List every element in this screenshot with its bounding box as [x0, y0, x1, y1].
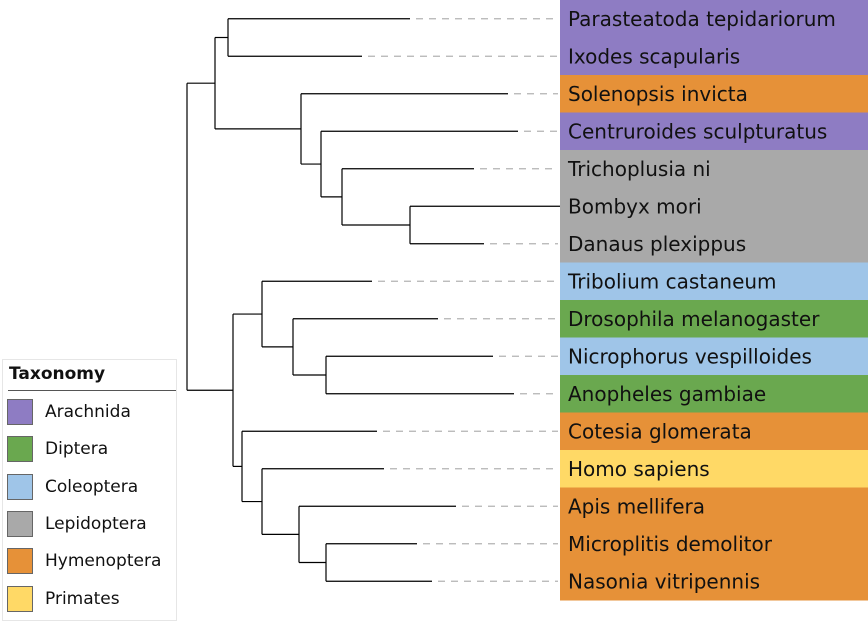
legend-divider [8, 390, 176, 391]
legend-item: Primates [7, 585, 175, 612]
legend-swatch [7, 399, 33, 425]
taxon-band [560, 225, 868, 263]
legend-title: Taxonomy [9, 364, 106, 384]
leader-lines [368, 18, 558, 582]
taxonomy-color-bands [560, 0, 868, 601]
taxon-band [560, 262, 868, 301]
tip-label: Microplitis demolitor [568, 532, 773, 556]
legend-item: Diptera [7, 436, 175, 463]
tip-label: Anopheles gambiae [568, 382, 766, 406]
legend-item: Lepidoptera [7, 510, 175, 537]
taxon-band [560, 112, 868, 151]
tip-label: Tribolium castaneum [567, 269, 777, 293]
legend-label: Lepidoptera [45, 513, 147, 534]
tree-branches [186, 18, 560, 582]
tip-label: Parasteatoda tepidariorum [568, 7, 836, 31]
tip-label: Homo sapiens [568, 457, 710, 481]
taxon-band [560, 562, 868, 601]
taxon-band [560, 375, 868, 413]
taxon-band [560, 525, 868, 563]
taxon-band [560, 412, 868, 451]
tip-label: Apis mellifera [568, 494, 705, 518]
taxon-band [560, 487, 868, 526]
tip-label: Nicrophorus vespilloides [568, 344, 812, 368]
taxon-band [560, 0, 868, 38]
taxon-band [560, 37, 868, 76]
legend-label: Coleoptera [45, 476, 139, 497]
taxon-band [560, 75, 868, 113]
legend-item: Hymenoptera [7, 548, 175, 575]
legend-label: Hymenoptera [45, 551, 162, 572]
tip-label: Trichoplusia ni [567, 157, 711, 181]
tip-label: Drosophila melanogaster [568, 307, 820, 331]
legend-swatch [7, 436, 33, 463]
tip-label: Solenopsis invicta [568, 82, 748, 106]
tip-label: Bombyx mori [568, 194, 702, 218]
tip-label: Centruroides sculpturatus [568, 119, 827, 143]
legend-item: Arachnida [7, 399, 175, 425]
legend-swatch [7, 548, 33, 575]
taxonomy-legend: Taxonomy Arachnida Diptera Coleoptera Lepid… [2, 359, 177, 621]
legend-swatch [7, 510, 33, 537]
legend-label: Arachnida [45, 402, 131, 422]
tip-label: Danaus plexippus [568, 232, 746, 256]
tip-label: Ixodes scapularis [568, 44, 740, 68]
legend-swatch [7, 585, 33, 612]
taxon-band [560, 300, 868, 338]
tip-label: Cotesia glomerata [568, 419, 752, 443]
legend-label: Primates [45, 588, 120, 609]
legend-label: Diptera [45, 439, 109, 460]
tip-label: Nasonia vitripennis [568, 569, 760, 593]
taxon-band [560, 450, 868, 488]
tip-labels: Parasteatoda tepidariorum Ixodes scapular… [567, 7, 836, 594]
legend-item: Coleoptera [7, 473, 175, 500]
legend-swatch [7, 473, 33, 500]
taxon-band [560, 337, 868, 376]
taxon-band [560, 187, 868, 226]
taxon-band [560, 150, 868, 188]
